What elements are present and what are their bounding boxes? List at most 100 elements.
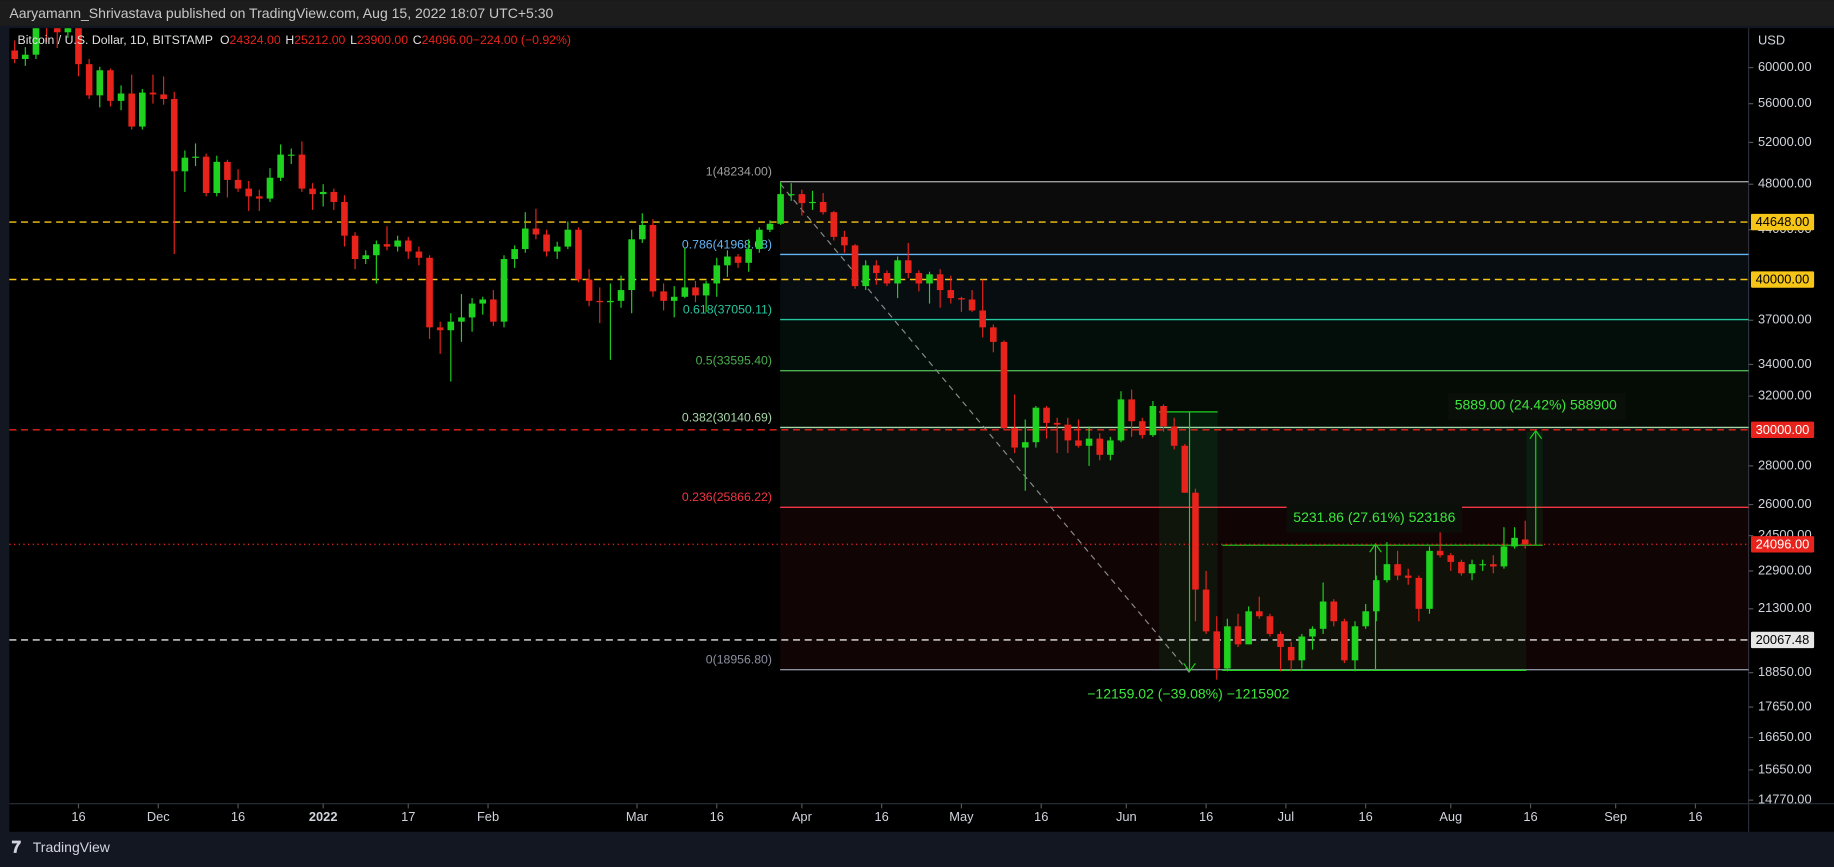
candle-body — [1277, 633, 1284, 647]
candle-body — [766, 223, 774, 230]
candle-body — [1490, 564, 1497, 567]
candle-body — [979, 310, 987, 328]
candle-body — [851, 245, 859, 287]
legend-key: H — [285, 33, 294, 47]
y-tick-label: 15650.00 — [1758, 761, 1812, 776]
candle-body — [1043, 407, 1050, 423]
x-tick-label: 16 — [71, 809, 85, 824]
x-tick-label: 16 — [710, 809, 724, 824]
fib-label: 0.786(41968.68) — [682, 237, 772, 251]
candle-body — [809, 201, 816, 204]
fib-label: 0.618(37050.11) — [683, 302, 772, 316]
candle-body — [139, 92, 146, 127]
candle-body — [436, 327, 444, 331]
candle-body — [1032, 407, 1040, 443]
candle-body — [1170, 426, 1178, 446]
x-tick-label: Mar — [626, 809, 649, 824]
candle-body — [64, 28, 72, 33]
candle-body — [734, 256, 742, 263]
candle-body — [362, 255, 370, 260]
y-tick-label: 28000.00 — [1758, 457, 1812, 472]
symbol: Bitcoin / U.S. Dollar, 1D, BITSTAMP — [18, 33, 213, 47]
candle-body — [1458, 561, 1465, 574]
candle-body — [1511, 537, 1518, 547]
candle-body — [160, 94, 167, 100]
y-tick-label: 26000.00 — [1758, 496, 1812, 511]
candle-body — [702, 283, 710, 296]
candle-body — [639, 224, 646, 240]
candle-body — [628, 239, 635, 291]
candle-body — [319, 191, 327, 195]
symbol-legend: Bitcoin / U.S. Dollar, 1D, BITSTAMP O2432… — [18, 33, 571, 47]
candle-body — [1468, 564, 1476, 574]
candle-body — [1500, 546, 1508, 567]
y-tick-label: 14770.00 — [1758, 792, 1812, 807]
candle-body — [1000, 341, 1008, 429]
candle-body — [1160, 406, 1167, 427]
candle-body — [447, 321, 455, 331]
candle-body — [1330, 601, 1338, 622]
candle-body — [1096, 438, 1104, 455]
candle-body — [1341, 621, 1348, 661]
candle-body — [117, 93, 125, 101]
candle-body — [787, 194, 795, 196]
x-tick-label: Apr — [792, 809, 813, 824]
measure-box — [1526, 431, 1543, 546]
candle-body — [1202, 589, 1210, 632]
candle-body — [373, 244, 380, 256]
fib-zone — [780, 254, 1749, 320]
candle-body — [968, 299, 976, 311]
candle-body — [1383, 564, 1391, 581]
y-tick-label: 17650.00 — [1758, 698, 1812, 713]
candle-body — [1309, 628, 1316, 637]
candle-body — [1319, 601, 1327, 629]
candle-body — [564, 229, 572, 247]
candle-body — [1181, 445, 1189, 493]
axis-unit: USD — [1758, 32, 1785, 47]
candle-body — [1415, 577, 1423, 609]
legend-key: C — [413, 33, 422, 47]
x-tick-label: 2022 — [309, 809, 338, 824]
candle-body — [1117, 399, 1125, 441]
candle-body — [1075, 440, 1082, 446]
candle-body — [883, 273, 891, 284]
y-tick-label: 16650.00 — [1758, 729, 1812, 744]
x-tick-label: 16 — [1523, 809, 1537, 824]
candle-body — [96, 70, 104, 96]
candle-body — [681, 287, 689, 297]
candle-body — [330, 191, 338, 202]
y-tick-label: 32000.00 — [1758, 388, 1812, 403]
candle-body — [649, 224, 657, 292]
x-tick-label: 17 — [401, 809, 415, 824]
candle-body — [936, 274, 944, 291]
candle-body — [841, 236, 848, 246]
candle-body — [394, 240, 401, 247]
candle-body — [192, 156, 199, 158]
candle-body — [1373, 580, 1380, 612]
candle-body — [351, 235, 359, 260]
measure-label-bg — [1448, 393, 1626, 421]
x-tick-label: Aug — [1439, 809, 1462, 824]
horizontal-lines — [9, 221, 1749, 641]
candle-body — [85, 64, 93, 96]
candle-body — [298, 154, 306, 189]
y-tick-label: 56000.00 — [1758, 95, 1812, 110]
measure-arrow-head — [1183, 662, 1196, 673]
legend-key: L — [350, 33, 357, 47]
candle-body — [277, 154, 284, 178]
candle-body — [1287, 646, 1295, 661]
price-label: 40000.00 — [1756, 271, 1810, 286]
candle-body — [1426, 550, 1433, 609]
x-tick-label: Dec — [147, 809, 170, 824]
legend-value: 25212.00 — [294, 33, 345, 47]
x-tick-label: Jun — [1116, 809, 1137, 824]
candle-body — [107, 70, 114, 101]
candle-body — [500, 259, 508, 322]
fib-zone — [780, 181, 1749, 255]
price-label-bg — [1750, 213, 1815, 231]
price-label: 20067.48 — [1756, 632, 1810, 647]
x-tick-label: 16 — [1199, 809, 1213, 824]
candle-body — [1447, 555, 1455, 562]
candle-body — [266, 177, 274, 199]
